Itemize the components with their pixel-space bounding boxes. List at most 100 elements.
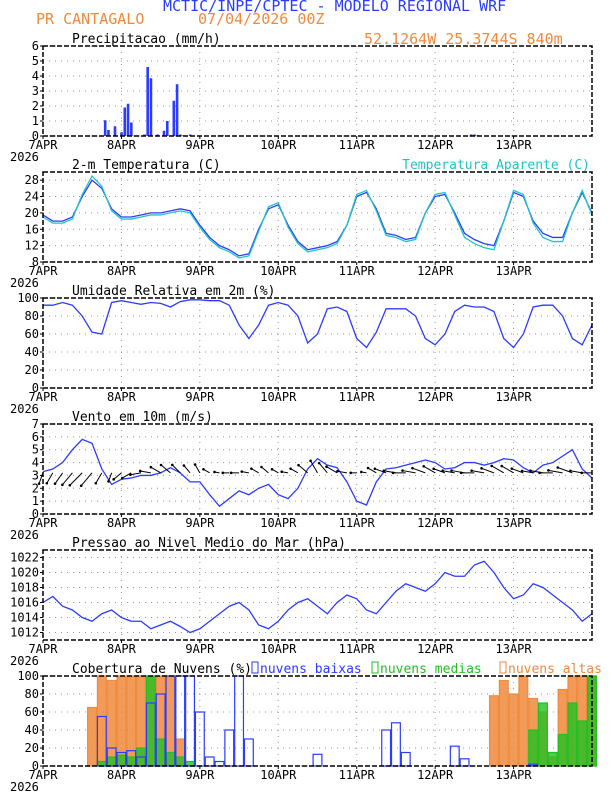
x-tick-label: 8APR xyxy=(107,264,137,278)
x-year-label: 2026 xyxy=(10,654,39,668)
wind-arrow-head xyxy=(61,483,64,487)
wind-arrow-head xyxy=(260,465,263,469)
cloud-bar-green xyxy=(175,756,186,767)
cloud-bar-orange xyxy=(96,675,107,767)
x-tick-label: 12APR xyxy=(417,138,454,152)
x-tick-label: 13APR xyxy=(496,138,533,152)
legend-swatch xyxy=(371,661,379,674)
y-tick-label: 2 xyxy=(32,481,39,495)
y-tick-label: 1 xyxy=(32,494,39,508)
wind-arrow-head xyxy=(500,464,504,468)
x-tick-label: 9APR xyxy=(185,642,215,656)
wind-arrow-head xyxy=(229,471,233,475)
x-year-label: 2026 xyxy=(10,276,39,290)
wind-arrow xyxy=(298,464,309,474)
precip-bar xyxy=(107,130,110,136)
wind-arrow-head xyxy=(107,480,110,483)
y-tick-label: 0 xyxy=(32,759,39,773)
wind-arrow xyxy=(491,465,505,474)
y-tick-label: 28 xyxy=(25,173,39,187)
y-tick-label: 100 xyxy=(17,669,39,683)
x-tick-label: 11APR xyxy=(339,390,376,404)
x-tick-label: 12APR xyxy=(417,516,454,530)
y-tick-label: 2 xyxy=(32,99,39,113)
panel-frame xyxy=(42,549,593,641)
y-tick-label: 60 xyxy=(25,327,39,341)
wind-arrow xyxy=(326,466,338,474)
wind-arrow-head xyxy=(221,471,225,475)
wind-arrow-head xyxy=(159,463,163,467)
cloud-bar-orange xyxy=(488,695,499,767)
x-tick-label: 7APR xyxy=(29,390,59,404)
legend-label: nuvens altas xyxy=(508,662,602,677)
precip-bar xyxy=(123,107,127,136)
x-tick-label: 9APR xyxy=(185,516,215,530)
wind-arrow-head xyxy=(213,470,216,474)
x-tick-label: 10APR xyxy=(260,642,297,656)
wind-arrow-head xyxy=(510,467,514,470)
wind-arrow xyxy=(62,472,73,486)
cloud-bar-green xyxy=(145,675,156,767)
cloud-bar-orange xyxy=(87,706,98,767)
wind-arrow xyxy=(194,464,201,474)
wind-arrow xyxy=(150,466,161,474)
wind-arrow xyxy=(521,470,534,474)
wind-arrow-head xyxy=(94,481,98,485)
x-tick-label: 12APR xyxy=(417,390,454,404)
x-tick-label: 7APR xyxy=(29,264,59,278)
wind-arrow-head xyxy=(520,469,524,473)
cloud-bar-blue xyxy=(459,758,470,767)
wind-arrow-head xyxy=(569,469,572,473)
cloud-bar-green xyxy=(557,733,568,767)
wind-arrow-head xyxy=(366,466,370,470)
x-year-label: 2026 xyxy=(10,150,39,164)
legend-label: Temperatura Aparente (C) xyxy=(402,158,590,173)
precip-bar xyxy=(172,100,176,136)
wind-arrow xyxy=(69,472,83,486)
wind-arrow-head xyxy=(547,469,550,472)
cloud-bar-blue xyxy=(204,756,215,767)
wind-arrow-head xyxy=(182,464,186,467)
location: 52.1264W 25.3744S 840m xyxy=(364,30,563,48)
cloud-bar-green xyxy=(547,751,558,767)
wind-arrow xyxy=(442,470,455,474)
x-tick-label: 9APR xyxy=(185,768,215,782)
x-year-label: 2026 xyxy=(10,402,39,416)
wind-arrow-head xyxy=(450,469,453,472)
wind-arrow-head xyxy=(411,466,414,470)
precip-bar xyxy=(162,130,166,136)
wind-arrow xyxy=(433,468,446,474)
wind-arrow xyxy=(570,470,583,474)
x-year-label: 2026 xyxy=(10,528,39,542)
wind-arrow xyxy=(46,472,54,484)
run-time: 07/04/2026 00Z xyxy=(198,10,325,28)
wind-arrow xyxy=(402,470,416,474)
y-tick-label: 0 xyxy=(32,381,39,395)
cloud-bar-green xyxy=(528,729,539,767)
y-tick-label: 6 xyxy=(32,430,39,444)
y-tick-label: 40 xyxy=(25,723,39,737)
series-line xyxy=(42,438,593,508)
cloud-bar-green xyxy=(165,751,176,767)
panel-frame xyxy=(42,675,593,767)
y-tick-label: 5 xyxy=(32,54,39,68)
wind-arrow xyxy=(337,470,347,474)
cloud-bar-orange xyxy=(106,679,117,767)
precip-bar xyxy=(103,120,107,136)
cloud-bar-blue xyxy=(449,745,460,767)
wind-arrow-head xyxy=(309,459,312,463)
precip-bar xyxy=(113,126,117,136)
x-tick-label: 12APR xyxy=(417,768,454,782)
series-line xyxy=(42,174,593,259)
x-tick-label: 11APR xyxy=(339,642,376,656)
wind-arrow xyxy=(374,468,387,474)
panel-frame xyxy=(42,45,593,137)
x-tick-label: 12APR xyxy=(417,642,454,656)
cloud-bar-green xyxy=(126,756,137,767)
wind-arrow-head xyxy=(470,469,473,472)
x-tick-label: 10APR xyxy=(260,516,297,530)
x-tick-label: 13APR xyxy=(496,768,533,782)
y-tick-label: 16 xyxy=(25,222,39,236)
wind-arrow-head xyxy=(422,464,426,468)
